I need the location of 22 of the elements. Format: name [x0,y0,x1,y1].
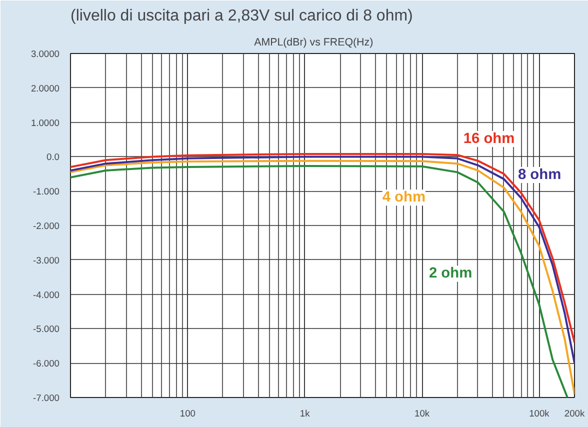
chart-subtitle: AMPL(dBr) vs FREQ(Hz) [254,36,374,48]
y-tick-label: -5.000 [33,324,60,334]
y-tick-label: -4.000 [33,290,60,300]
y-tick-label: -3.000 [33,255,60,266]
x-tick-label: 1k [300,408,310,418]
y-tick-label: 1.0000 [30,118,60,128]
series-label: 8 ohm [518,167,562,184]
series-label: 16 ohm [463,130,515,147]
y-tick-label: 2.0000 [30,83,60,94]
series-label: 4 ohm [382,190,426,206]
x-tick-label: 100k [529,408,550,418]
y-tick-label: -7.000 [33,393,60,403]
x-tick-label: 100 [180,408,196,418]
y-tick-label: -6.000 [33,358,60,369]
x-tick-label: 200k [564,408,585,418]
x-tick-label: 10k [414,408,430,418]
y-tick-label: 3.0000 [30,49,60,59]
text: 2 ohm [428,266,472,282]
y-tick-label: -1.000 [33,186,60,197]
chart-title: (livello di uscita pari a 2,83V sul carico di 8 ohm) [70,8,413,24]
y-tick-label: 0.0 [46,152,60,162]
y-tick-label: -2.000 [33,221,60,231]
